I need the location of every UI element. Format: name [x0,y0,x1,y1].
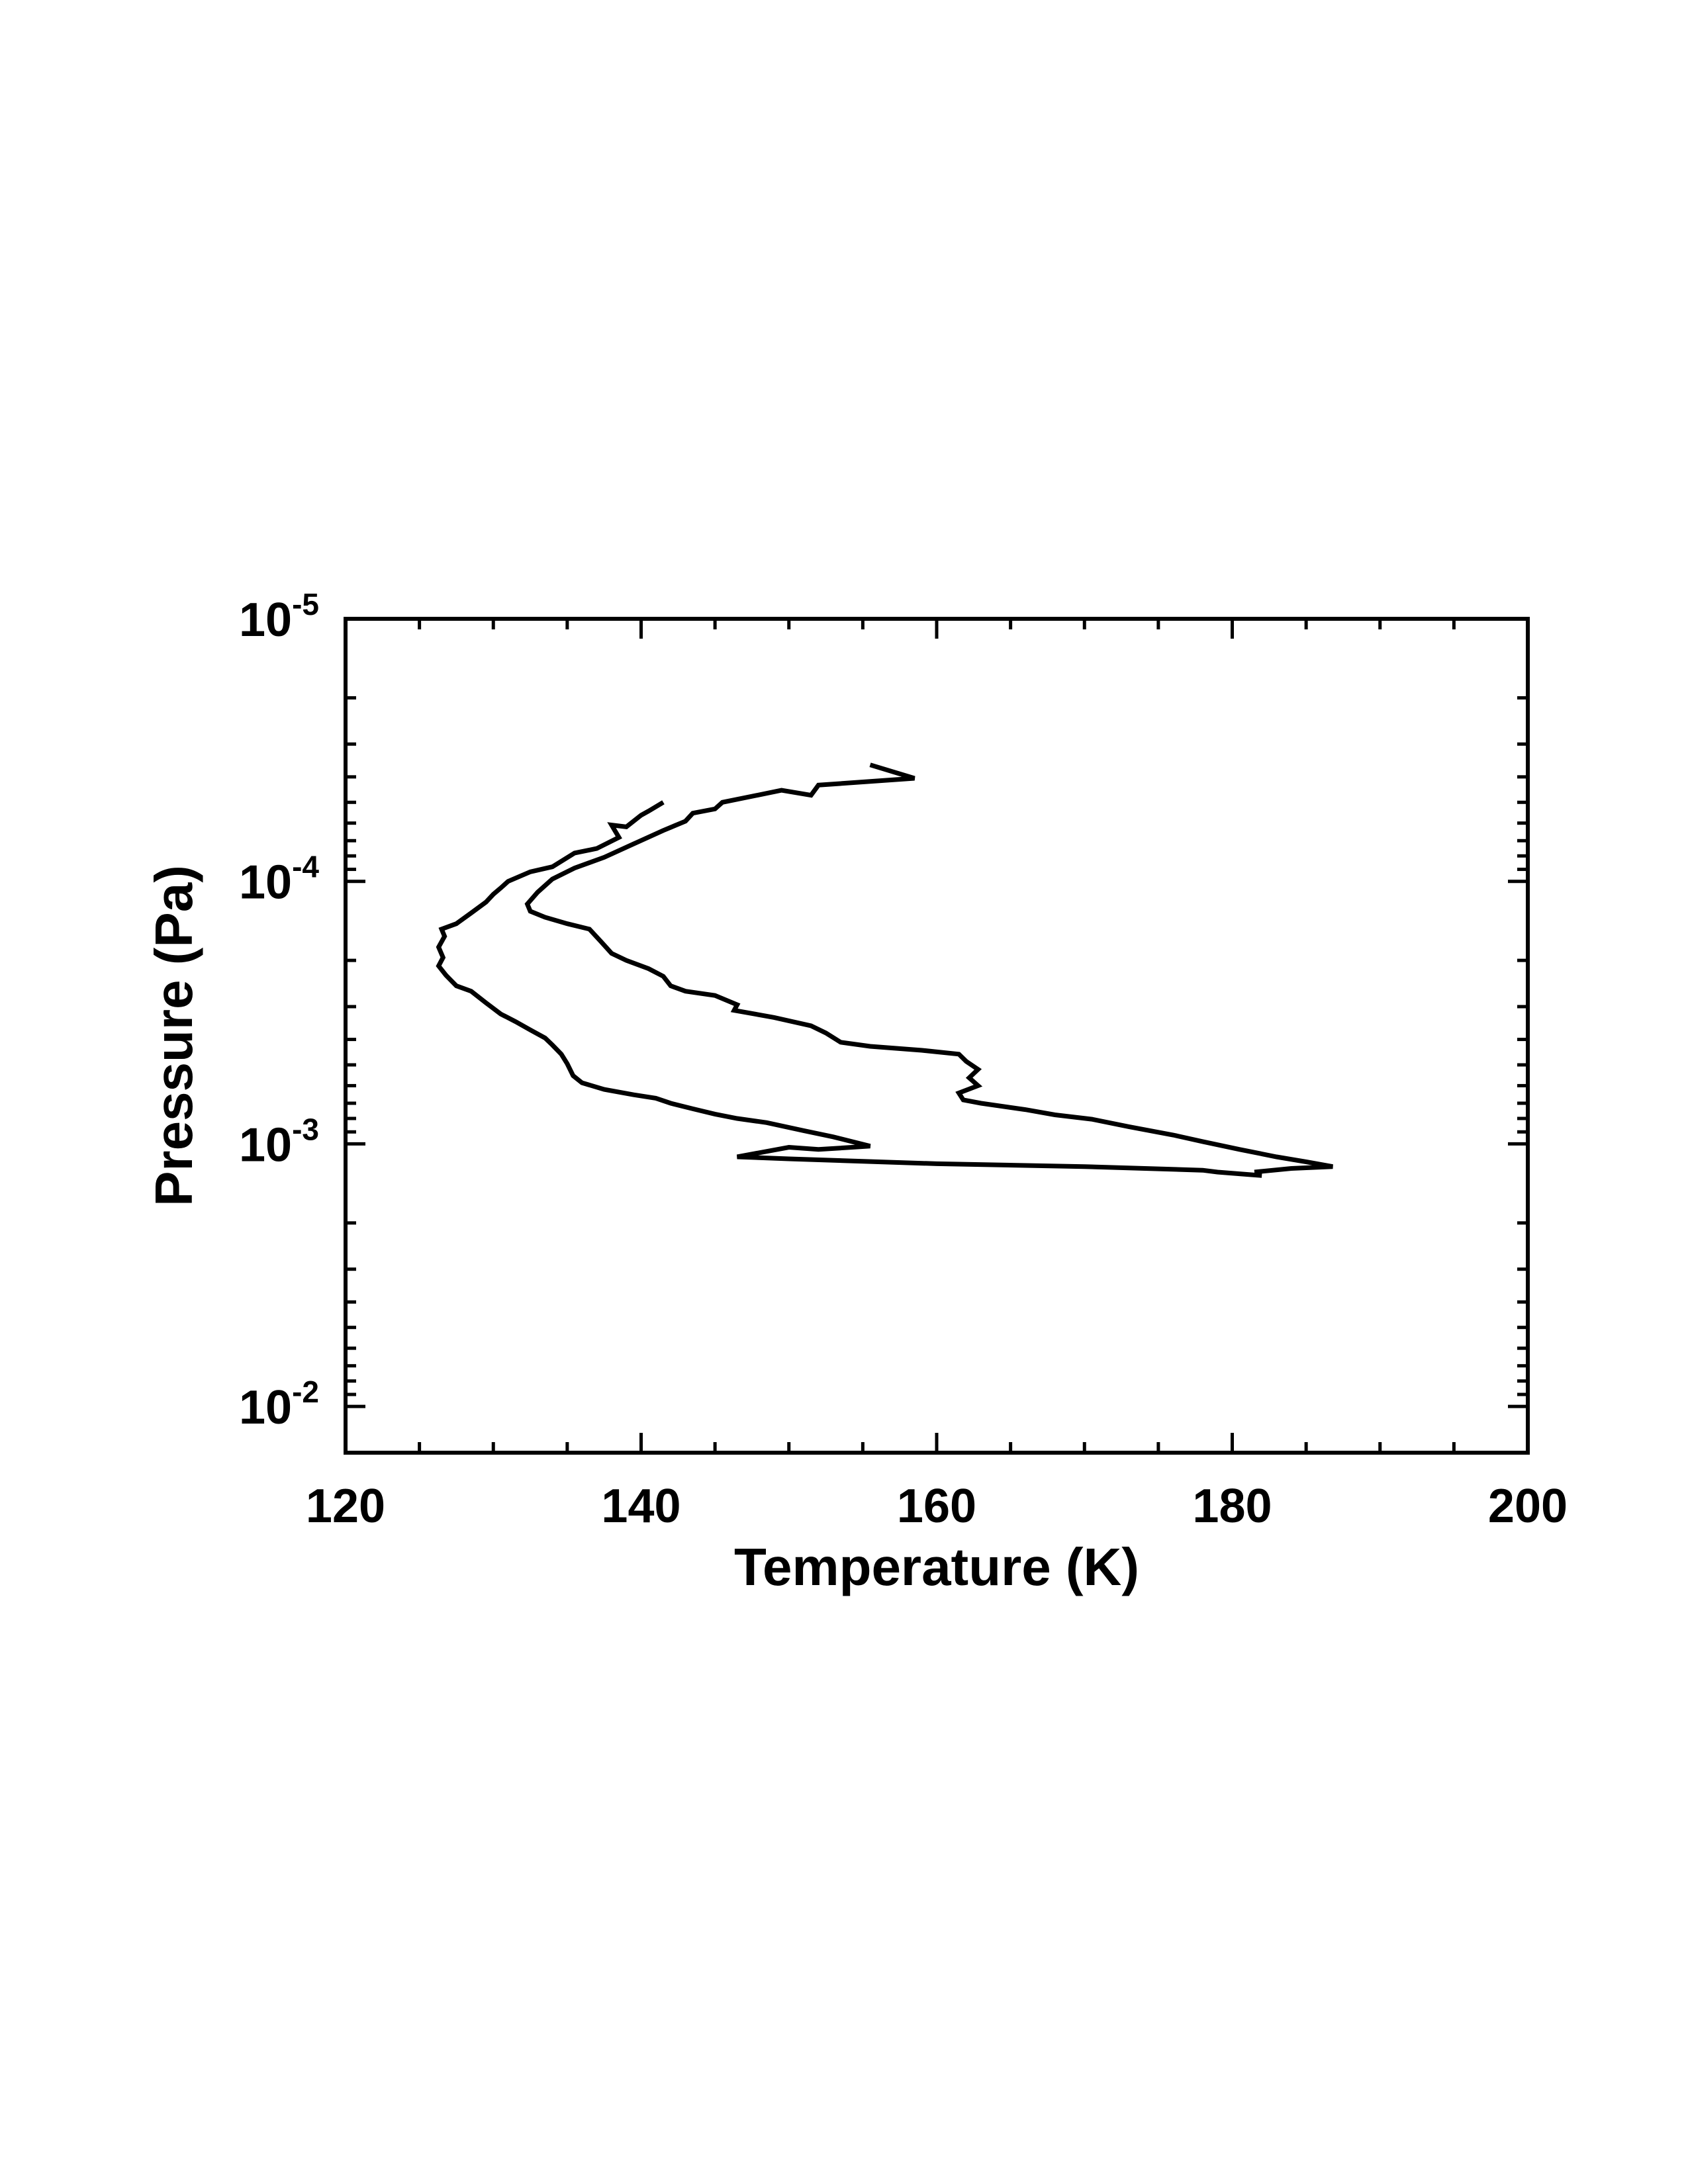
x-tick-label: 200 [1488,1480,1568,1533]
x-tick-label: 140 [601,1480,680,1533]
y-tick-label: 10-4 [239,850,319,909]
x-tick-label: 160 [897,1480,976,1533]
profile-line-2 [524,762,1333,1175]
y-tick-exponent: -2 [292,1375,319,1409]
x-tick-label: 120 [306,1480,385,1533]
y-tick-label: 10-5 [239,587,319,647]
y-tick-label: 10-3 [239,1112,319,1171]
plot-frame [344,617,1530,1455]
y-tick-exponent: -3 [292,1112,319,1146]
profile-line-1 [436,800,1262,1178]
x-tick-label: 180 [1192,1480,1272,1533]
series-layer [436,762,1333,1178]
y-tick-exponent: -4 [292,850,319,884]
x-axis-label: Temperature (K) [734,1537,1139,1596]
labels-layer: 120 140 160 180 200 10-5 10-4 10-3 10-2 [239,587,1568,1533]
y-tick-label: 10-2 [239,1375,319,1434]
y-axis-label: Pressure (Pa) [144,865,203,1206]
ticks-layer [344,617,1530,1453]
y-tick-exponent: -5 [292,587,319,621]
